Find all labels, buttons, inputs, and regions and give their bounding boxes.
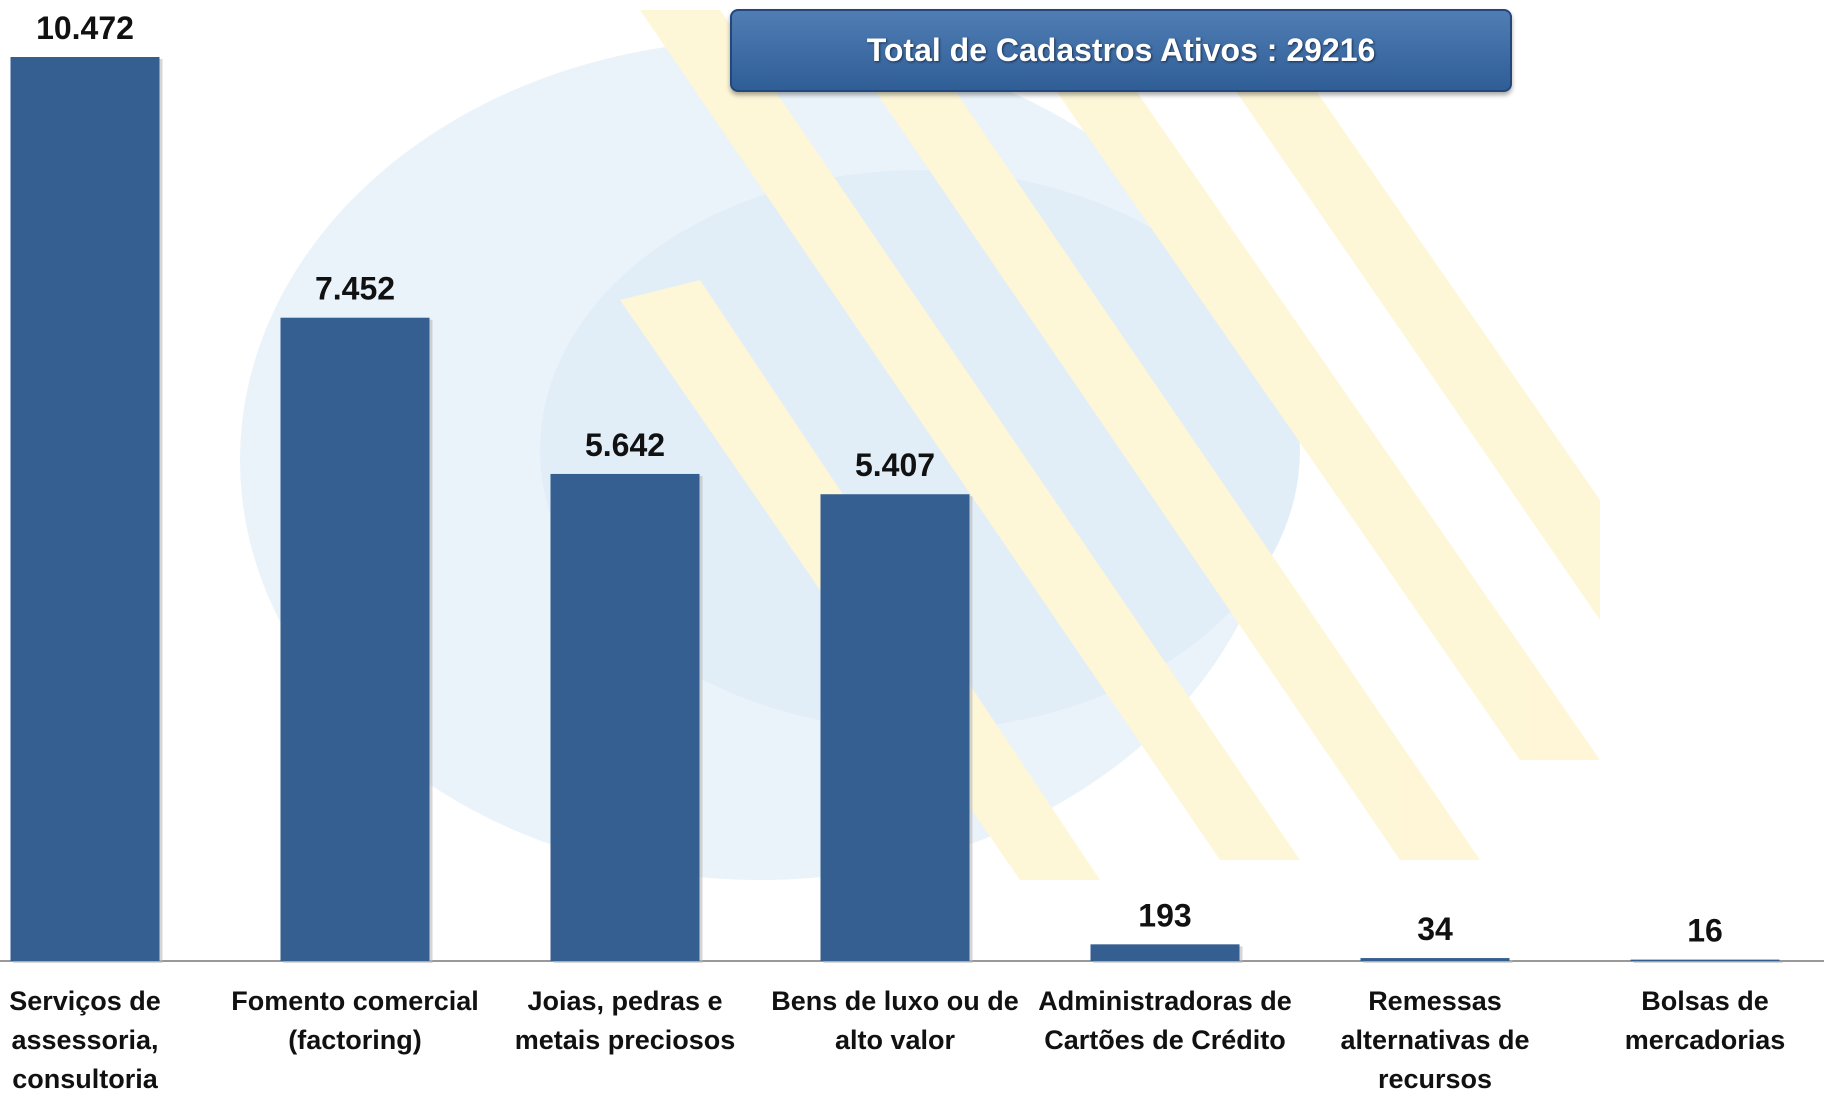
chart: 10.472 7.452 5.642 5.407 193 34 16	[0, 0, 1824, 1093]
bar	[1631, 960, 1780, 961]
bar	[551, 474, 700, 961]
x-tick-label: Fomento comercial (factoring)	[224, 982, 486, 1060]
bar	[281, 318, 430, 961]
value-label: 5.642	[585, 427, 665, 463]
bar	[821, 494, 970, 961]
x-tick-label: Administradoras de Cartões de Crédito	[1034, 982, 1296, 1060]
x-tick-label: Bens de luxo ou de alto valor	[764, 982, 1026, 1060]
value-label: 34	[1417, 911, 1453, 947]
x-tick-label: Bolsas de mercadorias	[1574, 982, 1824, 1060]
bar-shadow	[1634, 962, 1783, 963]
value-label: 7.452	[315, 271, 395, 307]
value-label: 5.407	[855, 447, 935, 483]
bar	[11, 57, 160, 961]
x-tick-label: Joias, pedras e metais preciosos	[494, 982, 756, 1060]
page: 10.472 7.452 5.642 5.407 193 34 16 Total de Ca…	[0, 0, 1824, 1093]
x-tick-label: Remessas alternativas de recursos	[1304, 982, 1566, 1093]
bar	[1361, 958, 1510, 961]
bar	[1091, 944, 1240, 961]
value-label: 10.472	[36, 10, 134, 46]
value-label: 16	[1687, 913, 1723, 949]
value-label: 193	[1138, 897, 1191, 933]
x-tick-label: Serviços de assessoria, consultoria	[0, 982, 216, 1093]
chart-title: Total de Cadastros Ativos : 29216	[730, 9, 1512, 92]
